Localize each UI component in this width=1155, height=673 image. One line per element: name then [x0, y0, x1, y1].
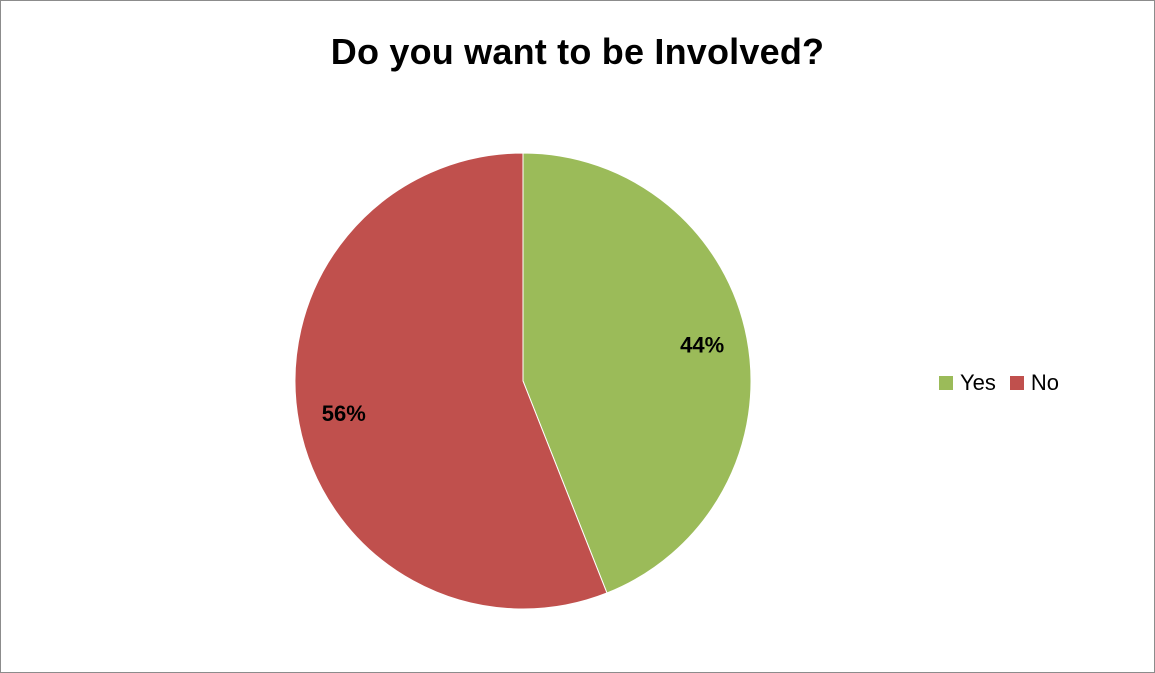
data-label-yes: 44% — [680, 333, 724, 358]
legend-swatch-yes — [939, 376, 953, 390]
legend: Yes No — [939, 370, 1073, 396]
pie-labels: 44% 56% — [322, 333, 724, 426]
legend-swatch-no — [1009, 376, 1024, 390]
pie-slices — [294, 152, 752, 610]
legend-label-no: No — [1030, 370, 1060, 395]
legend-item-no: No — [1009, 370, 1060, 396]
data-label-no: 56% — [322, 401, 366, 426]
pie-slice-no — [294, 152, 608, 610]
legend-label-yes: Yes — [960, 370, 996, 395]
pie-slice-yes — [522, 152, 752, 594]
legend-item-yes: Yes — [939, 370, 996, 396]
chart-title: Do you want to be Involved? — [330, 31, 825, 72]
